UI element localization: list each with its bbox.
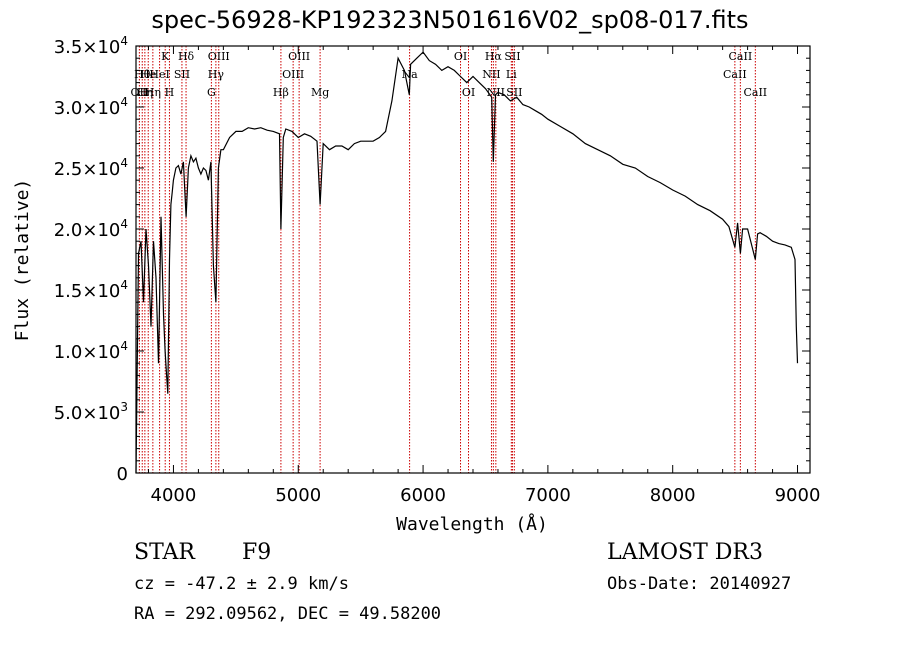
y-tick-label: 5.0×103: [54, 400, 128, 424]
class-label: STAR: [134, 540, 195, 565]
y-tick-label: 2.5×104: [54, 156, 128, 180]
spectral-line-label: Hη: [145, 86, 161, 99]
y-axis-ticks: 05.0×1031.0×1041.5×1042.0×1042.5×1043.0×…: [54, 34, 810, 485]
spectral-line-label: Hδ: [178, 50, 195, 63]
spectral-line-label: OIII: [208, 50, 230, 63]
y-tick-mantissa: 3.0×10: [54, 98, 121, 119]
y-tick-exponent: 4: [120, 217, 128, 231]
coordinates-text: RA = 292.09562, DEC = 49.58200: [134, 604, 442, 624]
subclass-label: F9: [242, 540, 272, 565]
plot-frame: [135, 45, 811, 474]
spectral-line-label: Hα: [485, 50, 503, 63]
y-tick-label: 0: [117, 464, 128, 485]
x-tick-label: 8000: [650, 485, 696, 506]
spectral-line-label: SII: [504, 50, 520, 63]
spectral-line-markers: [138, 46, 756, 473]
spectral-line-label: Hβ: [273, 86, 289, 99]
y-tick-mantissa: 2.5×10: [54, 159, 121, 180]
spectral-line-label: Mg: [311, 86, 329, 99]
spectral-line-label: HeI: [149, 68, 169, 81]
spectral-line-label: H: [165, 86, 175, 99]
y-tick-label: 1.0×104: [54, 339, 128, 363]
y-tick-exponent: 4: [120, 278, 128, 292]
y-tick-exponent: 3: [120, 400, 128, 414]
spectral-line-label: He: [140, 68, 156, 81]
spectral-line-label: OI: [454, 50, 467, 63]
y-tick-mantissa: 1.5×10: [54, 281, 121, 302]
y-tick-label: 3.0×104: [54, 95, 128, 119]
x-axis-label: Wavelength (Å): [396, 513, 548, 535]
spectral-line-label: OII: [131, 86, 149, 99]
spectral-line-label: Li: [506, 68, 517, 81]
x-tick-label: 9000: [775, 485, 821, 506]
y-tick-mantissa: 5.0×10: [54, 403, 121, 424]
y-tick-exponent: 4: [120, 95, 128, 109]
spectral-line-label: G: [207, 86, 216, 99]
redshift-text: cz = -47.2 ± 2.9 km/s: [134, 574, 349, 594]
y-tick-mantissa: 2.0×10: [54, 220, 121, 241]
spectral-line-label: OIII: [288, 50, 310, 63]
spectral-line-label: Hη: [137, 86, 153, 99]
survey-label: LAMOST DR3: [607, 540, 763, 565]
spectral-line-label: CaII: [729, 50, 753, 63]
spectral-line-label: SII: [174, 68, 190, 81]
x-tick-label: 7000: [525, 485, 571, 506]
x-tick-label: 5000: [275, 485, 321, 506]
x-tick-label: 6000: [400, 485, 446, 506]
y-tick-mantissa: 0: [117, 464, 128, 485]
x-axis-ticks: 4000 5000 6000 7000 8000 9000: [147, 46, 821, 506]
y-tick-exponent: 4: [120, 339, 128, 353]
y-tick-exponent: 4: [120, 156, 128, 170]
spectral-line-label: Hγ: [208, 68, 225, 81]
y-axis-label: Flux (relative): [12, 179, 33, 342]
x-tick-label: 4000: [151, 485, 197, 506]
obs-date-text: Obs-Date: 20140927: [607, 574, 792, 594]
y-tick-label: 3.5×104: [54, 34, 128, 58]
spectrum-series-line: [135, 51, 799, 474]
y-tick-mantissa: 1.0×10: [54, 342, 121, 363]
y-tick-label: 1.5×104: [54, 278, 128, 302]
spectral-line-label: Hθ: [134, 68, 151, 81]
spectral-line-label: K: [161, 50, 170, 63]
spectral-line-labels: OII Hθ Hη He Hη HeI K H SII Hδ G Hγ OIII Hβ OIII OIII Mg…: [131, 50, 768, 99]
y-tick-label: 2.0×104: [54, 217, 128, 241]
y-tick-exponent: 4: [120, 34, 128, 48]
y-tick-mantissa: 3.5×10: [54, 37, 121, 58]
spectral-line-label: SII: [506, 86, 522, 99]
spectral-line-label: OIII: [282, 68, 304, 81]
spectral-line-label: OI: [462, 86, 475, 99]
chart-title: spec-56928-KP192323N501616V02_sp08-017.f…: [151, 6, 749, 34]
spectral-line-label: CaII: [723, 68, 747, 81]
spectral-line-label: NII: [482, 68, 500, 81]
spectral-line-label: CaII: [743, 86, 767, 99]
